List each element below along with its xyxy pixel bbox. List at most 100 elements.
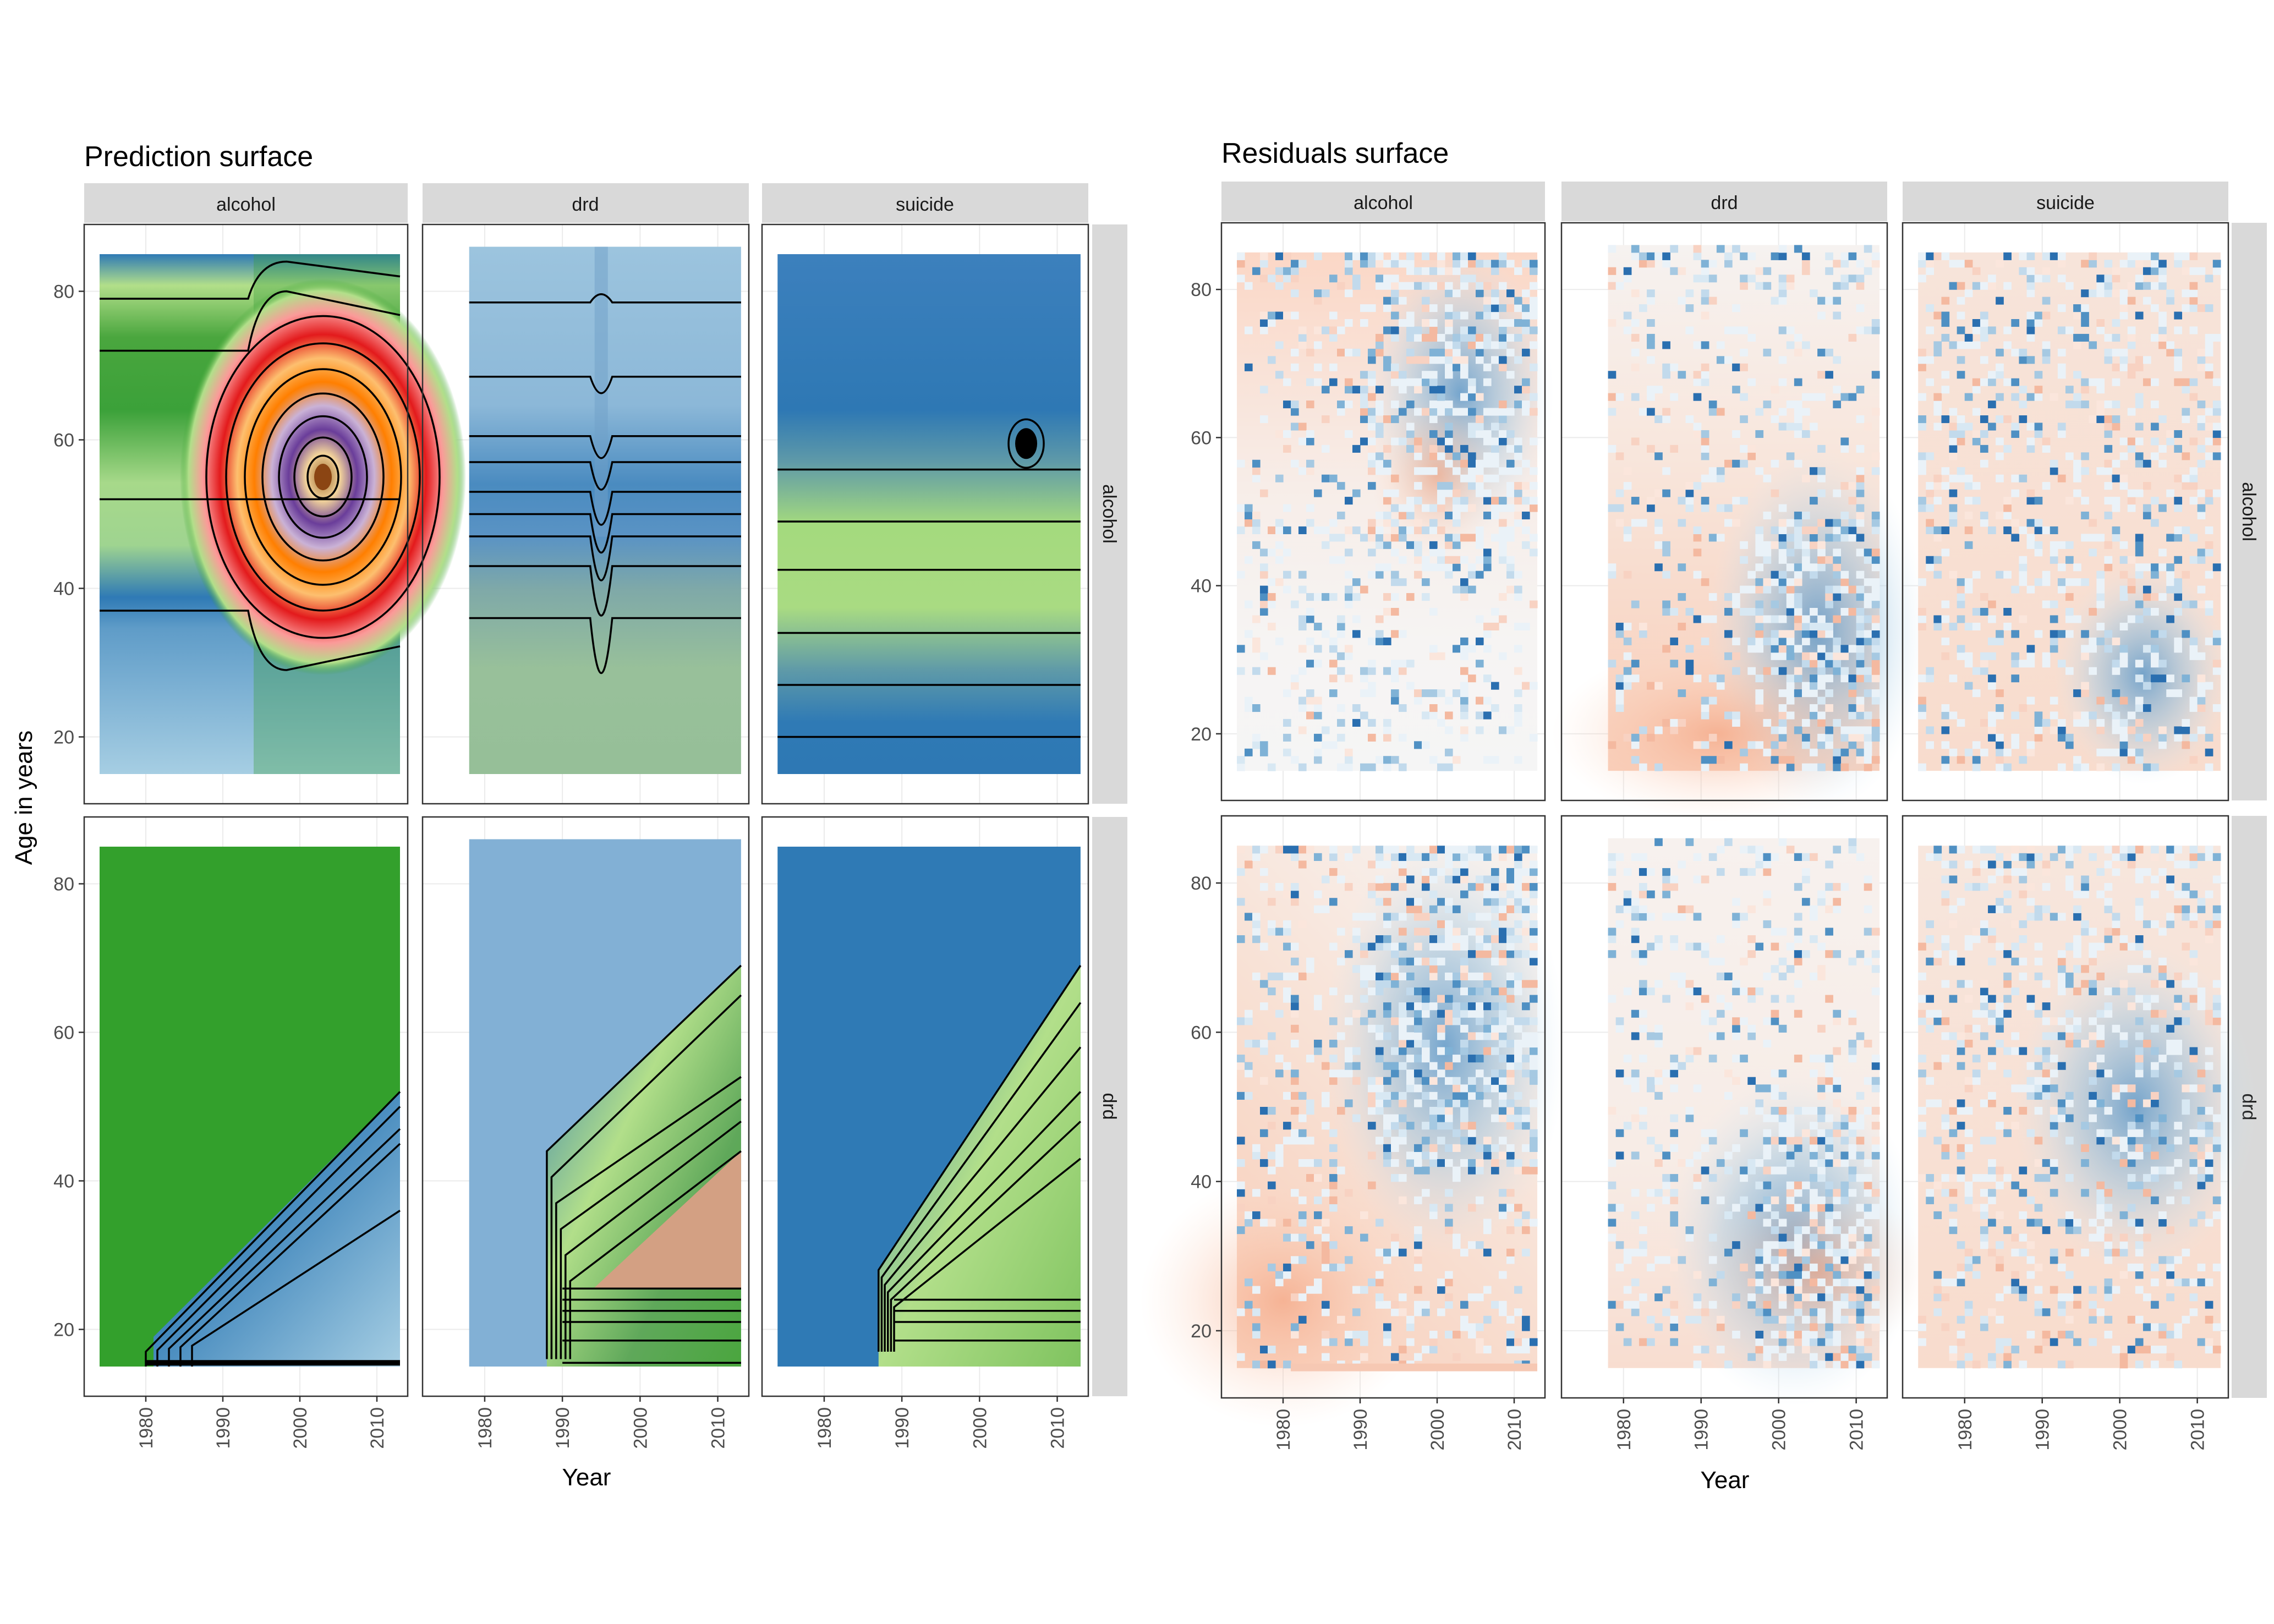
residual-tile bbox=[1491, 682, 1499, 690]
residual-tile bbox=[1391, 696, 1399, 705]
residual-tile bbox=[1825, 1181, 1833, 1189]
residual-tile bbox=[2119, 696, 2128, 705]
residual-tile bbox=[1740, 348, 1748, 356]
residual-tile bbox=[1794, 608, 1802, 616]
residual-tile bbox=[1499, 519, 1507, 527]
residual-tile bbox=[2189, 497, 2198, 505]
residual-tile bbox=[1933, 615, 1942, 623]
residual-tile bbox=[1483, 452, 1492, 460]
residual-tile bbox=[1996, 630, 2004, 638]
residual-tile bbox=[1647, 497, 1655, 505]
residual-tile bbox=[2151, 853, 2159, 861]
residual-tile bbox=[2205, 489, 2213, 497]
residual-tile bbox=[1376, 615, 1384, 623]
residual-tile bbox=[1949, 570, 1958, 579]
residual-tile bbox=[2112, 267, 2120, 275]
residual-tile bbox=[1864, 1211, 1872, 1220]
residual-tile bbox=[1864, 928, 1872, 936]
residual-tile bbox=[1399, 1346, 1407, 1354]
residual-tile bbox=[1794, 1330, 1802, 1339]
residual-tile bbox=[1980, 593, 1988, 601]
residual-tile bbox=[1724, 260, 1733, 268]
residual-tile bbox=[1268, 1032, 1276, 1040]
residual-tile bbox=[1306, 1286, 1314, 1294]
residual-tile bbox=[1755, 637, 1764, 645]
residual-tile bbox=[1926, 526, 1934, 534]
residual-tile bbox=[1794, 578, 1802, 586]
residual-tile bbox=[1724, 1166, 1733, 1175]
residual-tile bbox=[2112, 667, 2120, 675]
residual-tile bbox=[1615, 920, 1624, 929]
residual-tile bbox=[1918, 1017, 1926, 1025]
residual-tile bbox=[2112, 423, 2120, 431]
residual-tile bbox=[1972, 437, 1981, 446]
residual-tile bbox=[2182, 1196, 2190, 1204]
residual-tile bbox=[2112, 348, 2120, 356]
residual-tile bbox=[1422, 928, 1430, 936]
residual-tile bbox=[1988, 957, 1996, 965]
residual-tile bbox=[1794, 950, 1802, 958]
residual-tile bbox=[1794, 883, 1802, 891]
y-tick-label: 40 bbox=[53, 1171, 74, 1192]
residual-tile bbox=[1514, 868, 1522, 876]
residual-tile bbox=[1856, 548, 1865, 557]
residual-tile bbox=[1615, 853, 1624, 861]
residual-tile bbox=[2003, 748, 2012, 756]
residual-tile bbox=[1631, 1189, 1640, 1197]
residual-tile bbox=[1801, 682, 1810, 690]
residual-tile bbox=[1840, 526, 1849, 534]
residual-tile bbox=[1685, 645, 1694, 653]
residual-tile bbox=[1530, 482, 1538, 490]
residual-tile bbox=[1623, 868, 1632, 876]
residual-tile bbox=[2026, 534, 2035, 542]
residual-tile bbox=[1810, 1308, 1818, 1316]
residual-tile bbox=[1453, 504, 1461, 512]
residual-tile bbox=[1786, 1129, 1795, 1137]
residual-tile bbox=[1647, 504, 1655, 512]
residual-tile bbox=[1314, 489, 1322, 497]
residual-tile bbox=[1506, 1122, 1515, 1130]
residual-tile bbox=[1483, 282, 1492, 290]
residual-tile bbox=[1732, 1204, 1740, 1212]
residual-tile bbox=[1864, 578, 1872, 586]
residual-tile bbox=[1941, 1114, 1950, 1122]
residual-tile bbox=[1376, 853, 1384, 861]
residual-tile bbox=[2174, 846, 2183, 854]
residual-tile bbox=[1708, 733, 1717, 742]
residual-tile bbox=[2212, 1323, 2221, 1331]
residual-tile bbox=[1926, 556, 1934, 564]
residual-tile bbox=[1506, 570, 1515, 579]
residual-tile bbox=[1491, 868, 1499, 876]
residual-tile bbox=[1514, 1091, 1522, 1100]
residual-tile bbox=[1740, 608, 1748, 616]
residual-tile bbox=[1391, 1062, 1399, 1070]
residual-tile bbox=[1747, 637, 1756, 645]
residual-tile bbox=[1445, 356, 1453, 364]
x-tick-label: 1990 bbox=[552, 1407, 573, 1449]
residual-tile bbox=[1941, 526, 1950, 534]
residual-tile bbox=[2112, 860, 2120, 869]
residual-tile bbox=[2057, 363, 2066, 371]
residual-tile bbox=[1530, 504, 1538, 512]
residual-tile bbox=[1530, 600, 1538, 608]
residual-tile bbox=[1437, 920, 1445, 929]
residual-tile bbox=[1530, 682, 1538, 690]
residual-tile bbox=[1376, 1047, 1384, 1055]
residual-tile bbox=[1322, 386, 1330, 394]
residual-tile bbox=[1848, 1166, 1857, 1175]
residual-tile bbox=[2057, 733, 2066, 742]
residual-tile bbox=[1988, 282, 1996, 290]
residual-tile bbox=[1724, 1360, 1733, 1369]
residual-tile bbox=[1391, 756, 1399, 764]
residual-tile bbox=[1716, 868, 1725, 876]
residual-tile bbox=[1291, 853, 1299, 861]
residual-tile bbox=[1337, 652, 1345, 660]
residual-tile bbox=[1871, 1137, 1880, 1145]
residual-tile bbox=[1670, 875, 1679, 884]
residual-tile bbox=[2104, 282, 2113, 290]
residual-tile bbox=[1445, 311, 1453, 320]
residual-tile bbox=[1352, 1308, 1361, 1316]
residual-tile bbox=[1414, 1256, 1422, 1264]
residual-tile bbox=[2189, 282, 2198, 290]
residual-tile bbox=[1522, 1069, 1530, 1078]
